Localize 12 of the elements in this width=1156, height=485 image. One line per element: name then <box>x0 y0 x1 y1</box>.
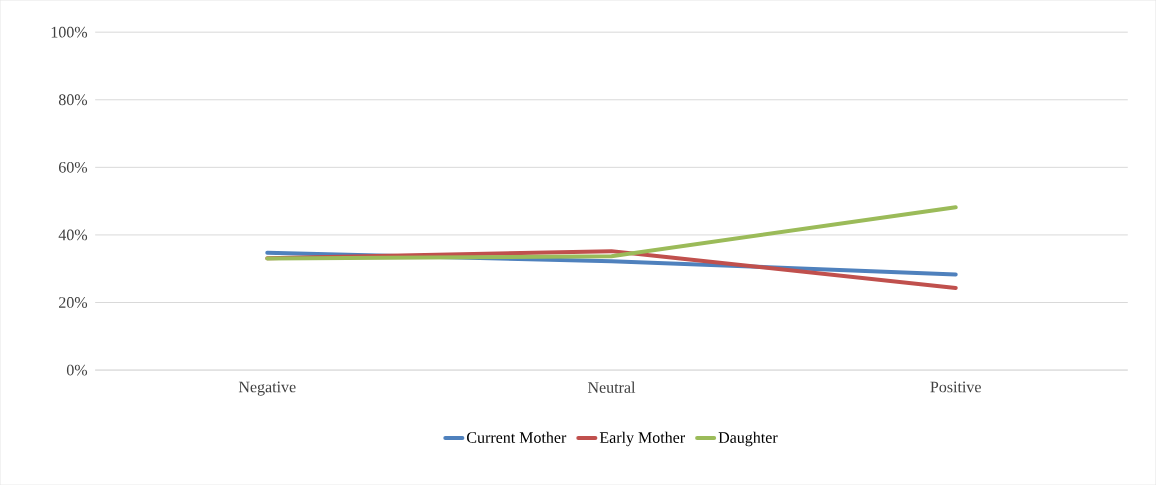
legend-label: Early Mother <box>599 431 685 447</box>
y-tick-label: 60% <box>59 161 88 173</box>
y-tick-label: 80% <box>58 94 88 106</box>
x-tick-label: Negative <box>238 381 296 396</box>
y-tick-label: 100% <box>51 26 88 38</box>
x-tick-label: Positive <box>930 381 981 393</box>
legend-label: Current Mother <box>467 431 567 443</box>
y-tick-label: 20% <box>59 296 88 308</box>
legend-label: Daughter <box>718 431 778 447</box>
y-tick-label: 40% <box>58 229 88 241</box>
y-tick-label: 0% <box>66 364 88 376</box>
x-tick-label: Neutral <box>587 381 636 393</box>
